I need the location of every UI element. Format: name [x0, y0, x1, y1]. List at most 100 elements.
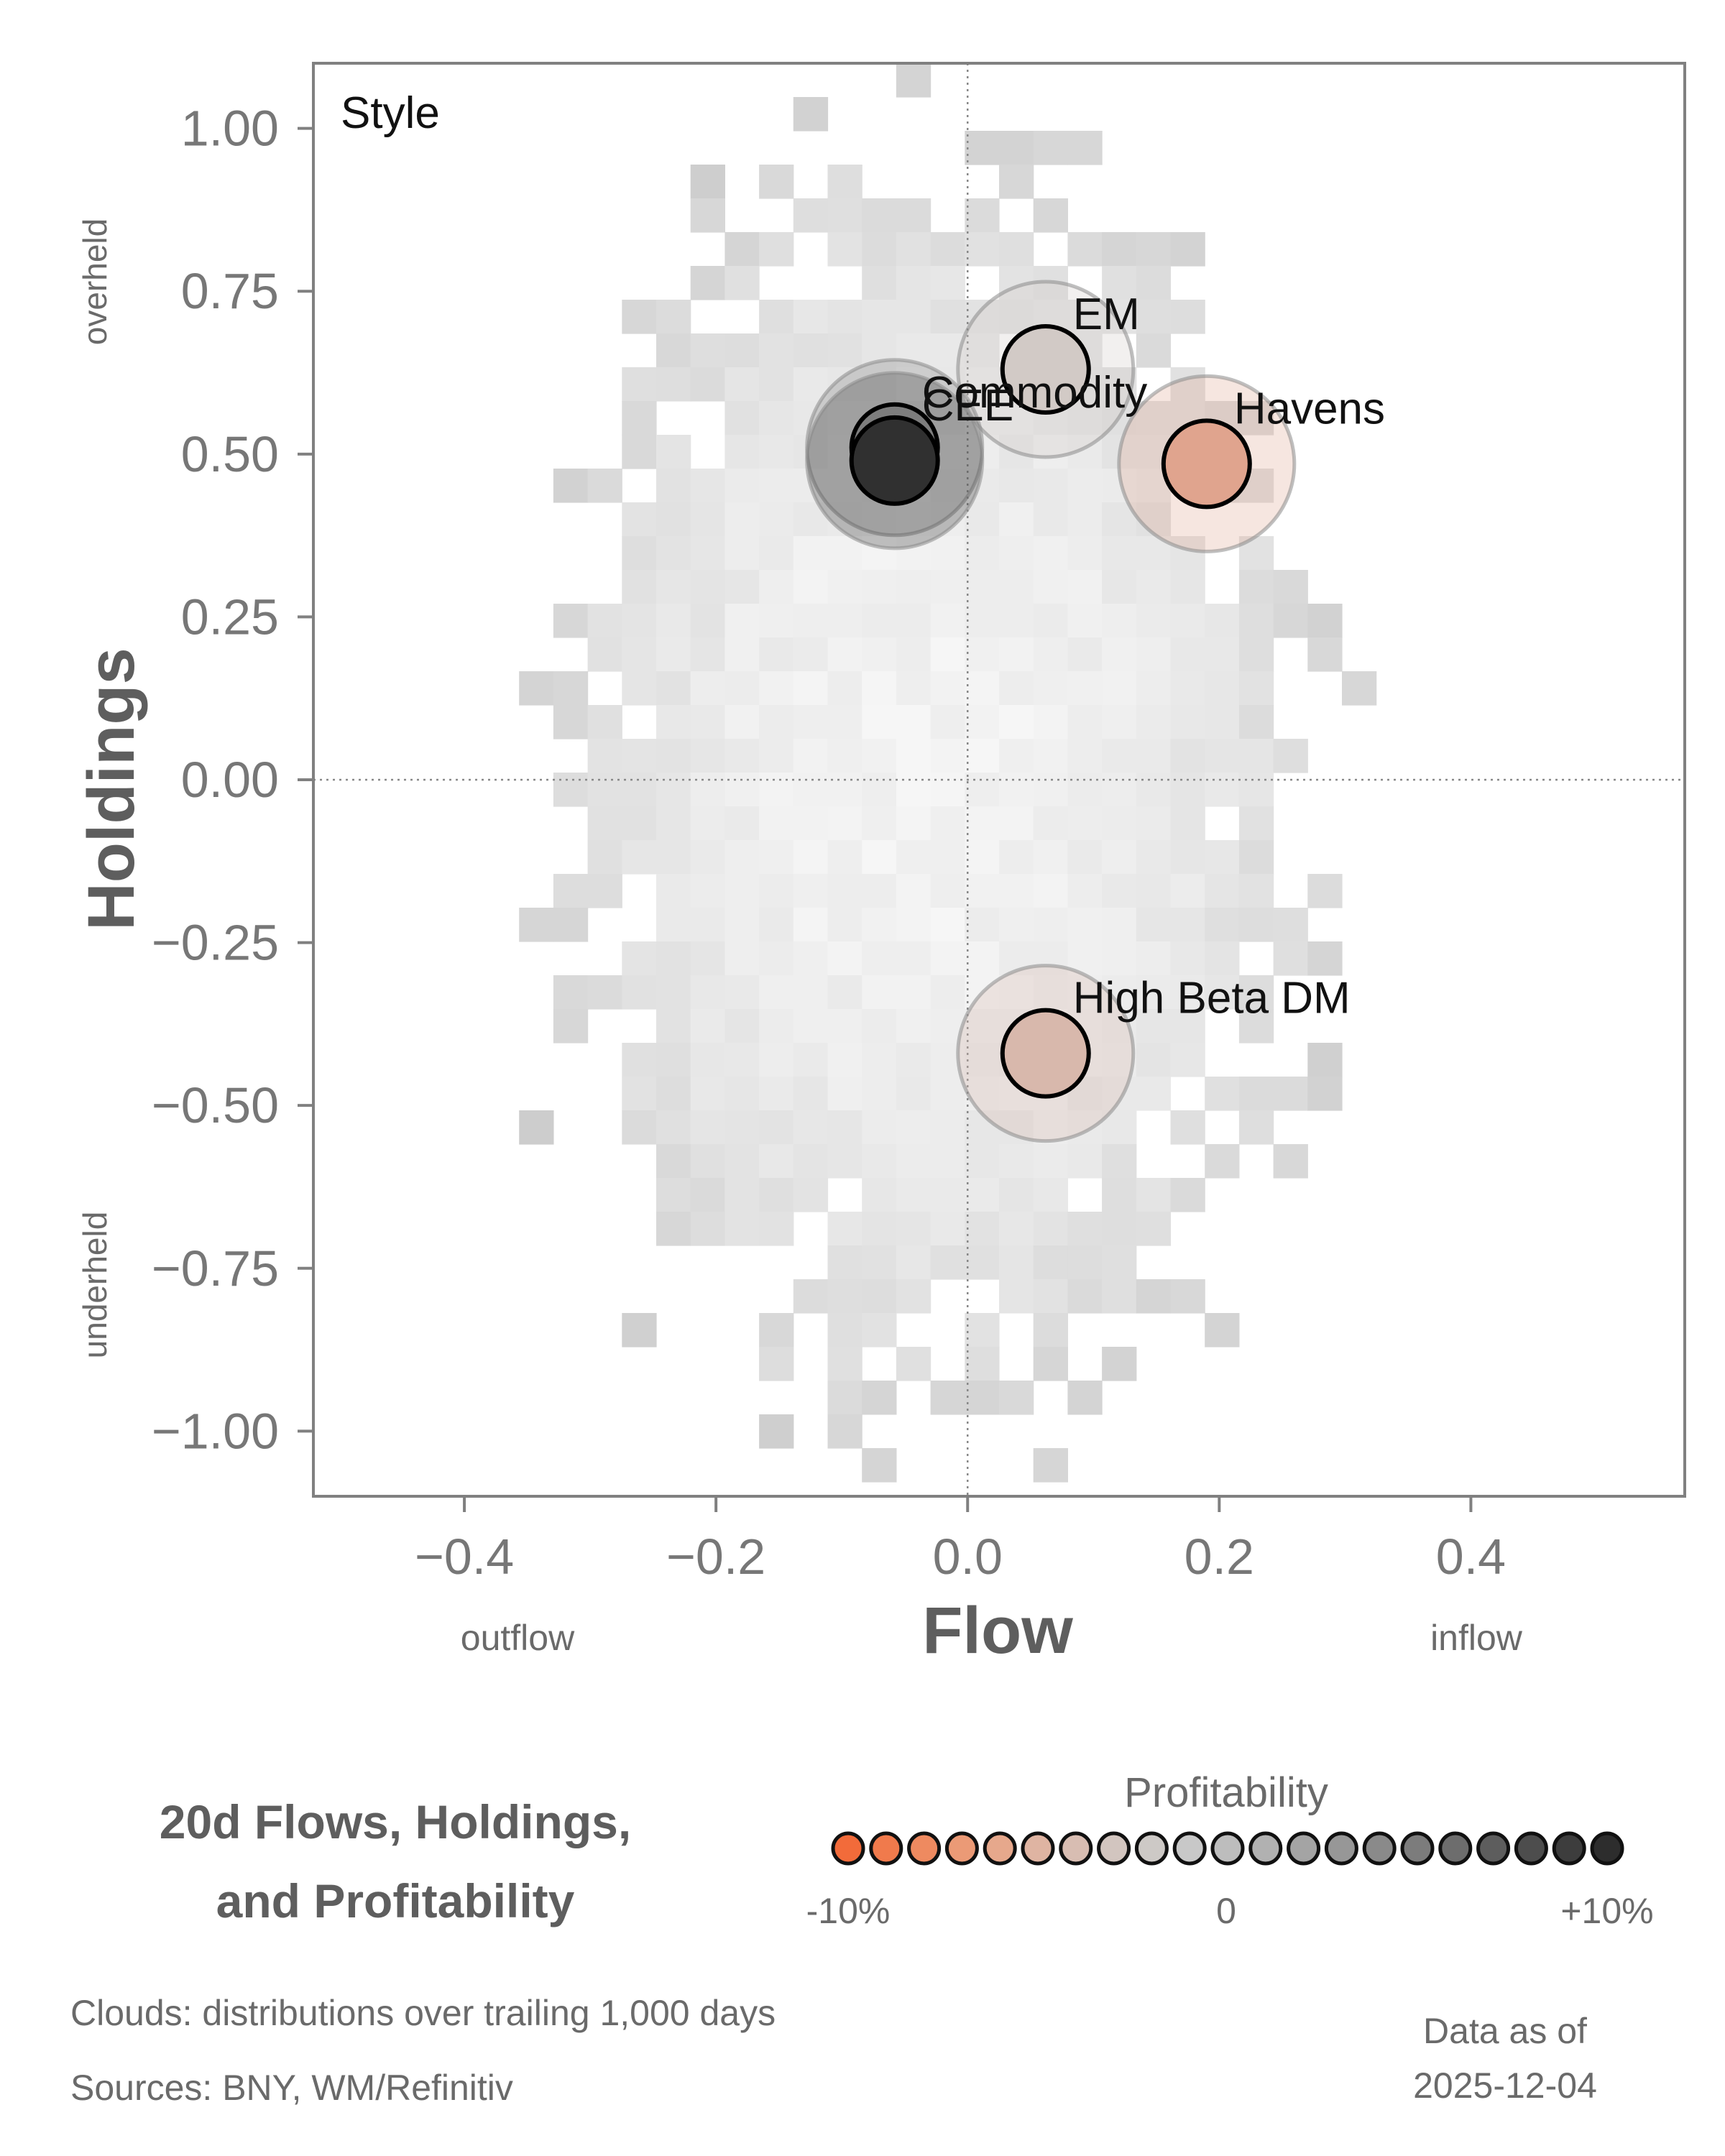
cloud-cell	[656, 1077, 691, 1111]
cloud-cell	[930, 401, 965, 436]
cloud-cell	[1102, 840, 1137, 875]
cloud-cell	[930, 1212, 965, 1246]
legend-swatch	[983, 1831, 1017, 1866]
cloud-cell	[862, 908, 897, 942]
cloud-cell	[690, 1212, 725, 1246]
cloud-cell	[1136, 1279, 1172, 1314]
cloud-cell	[827, 1043, 862, 1077]
cloud-cell	[862, 1448, 897, 1483]
cloud-cell	[1205, 941, 1240, 976]
cloud-cell	[896, 1110, 932, 1145]
cloud-cell	[827, 1347, 862, 1381]
cloud-cell	[827, 1009, 862, 1044]
cloud-cell	[999, 739, 1034, 773]
cloud-cell	[1102, 232, 1137, 267]
cloud-cell	[1170, 1009, 1205, 1044]
cloud-cell	[1067, 1212, 1103, 1246]
cloud-cell	[1033, 1212, 1068, 1246]
cloud-cell	[999, 1178, 1034, 1212]
cloud-cell	[656, 333, 691, 368]
cloud-cell	[656, 1009, 691, 1044]
x-tick-label: −0.4	[415, 1529, 514, 1585]
cloud-cell	[759, 908, 794, 942]
cloud-cell	[862, 874, 897, 908]
cloud-cell	[759, 874, 794, 908]
cloud-cell	[587, 806, 622, 841]
cloud-cell	[690, 165, 725, 199]
cloud-cell	[930, 1144, 965, 1179]
cloud-cell	[793, 198, 829, 233]
legend-swatch	[831, 1831, 865, 1866]
cloud-cell	[999, 705, 1034, 740]
cloud-cell	[1136, 941, 1172, 976]
cloud-cell	[1205, 739, 1240, 773]
cloud-cell	[1067, 874, 1103, 908]
cloud-cell	[827, 941, 862, 976]
cloud-cell	[690, 198, 725, 233]
cloud-cell	[724, 435, 760, 469]
cloud-cell	[1102, 604, 1137, 638]
cloud-cell	[622, 806, 657, 841]
cloud-cell	[793, 536, 829, 571]
cloud-cell	[896, 1144, 932, 1179]
cloud-cell	[690, 840, 725, 875]
point-em	[1000, 323, 1091, 415]
footer-clouds-note: Clouds: distributions over trailing 1,00…	[70, 1993, 776, 2033]
label-em: EM	[1073, 290, 1140, 339]
cloud-cell	[1067, 469, 1103, 503]
cloud-cell	[896, 671, 932, 706]
cloud-cell	[656, 705, 691, 740]
cloud-cell	[759, 367, 794, 402]
y-annotation-overheld: overheld	[76, 218, 114, 345]
cloud-cell	[1033, 773, 1068, 807]
cloud-cell	[1170, 941, 1205, 976]
cloud-cell	[622, 367, 657, 402]
cloud-cell	[827, 637, 862, 672]
cloud-cell	[827, 773, 862, 807]
cloud-cell	[1273, 908, 1308, 942]
cloud-cell	[622, 941, 657, 976]
cloud-cell	[622, 637, 657, 672]
cloud-cell	[553, 908, 589, 942]
cloud-cell	[862, 300, 897, 334]
cloud-cell	[690, 570, 725, 604]
cloud-cell	[1238, 874, 1274, 908]
cloud-cell	[1238, 671, 1274, 706]
cloud-cell	[724, 401, 760, 436]
x-axis-ticks: −0.4 −0.2 0.0 0.2 0.4	[415, 1496, 1506, 1585]
cloud-cell	[1136, 232, 1172, 267]
cloud-cell	[1170, 739, 1205, 773]
cloud-cell	[759, 941, 794, 976]
cloud-cell	[587, 840, 622, 875]
cloud-cell	[896, 1245, 932, 1280]
cloud-cell	[1033, 536, 1068, 571]
cloud-cell	[896, 1009, 932, 1044]
cloud-cell	[862, 1043, 897, 1077]
cloud-cell	[1238, 401, 1274, 436]
cloud-cell	[1136, 773, 1172, 807]
cloud-cell	[656, 367, 691, 402]
cloud-cell	[1238, 840, 1274, 875]
cloud-cell	[1136, 637, 1172, 672]
cloud-cell	[759, 604, 794, 638]
cloud-cell	[793, 300, 829, 334]
cloud-cell	[656, 637, 691, 672]
cloud-cell	[1033, 1279, 1068, 1314]
cloud-cell	[759, 1144, 794, 1179]
x-annotation-inflow: inflow	[1430, 1618, 1523, 1658]
cloud-cell	[862, 671, 897, 706]
cloud-cell	[793, 97, 829, 132]
cloud-cell	[896, 705, 932, 740]
cloud-cell	[759, 333, 794, 368]
legend-swatch	[1324, 1831, 1358, 1866]
cloud-cell	[999, 908, 1034, 942]
cloud-cell	[965, 536, 1000, 571]
cloud-cell	[759, 671, 794, 706]
cloud-cell	[656, 300, 691, 334]
cloud-cell	[1067, 131, 1103, 165]
cloud-cell	[1033, 840, 1068, 875]
cloud-cell	[1136, 671, 1172, 706]
cloud-cell	[1033, 806, 1068, 841]
cloud-cell	[724, 705, 760, 740]
